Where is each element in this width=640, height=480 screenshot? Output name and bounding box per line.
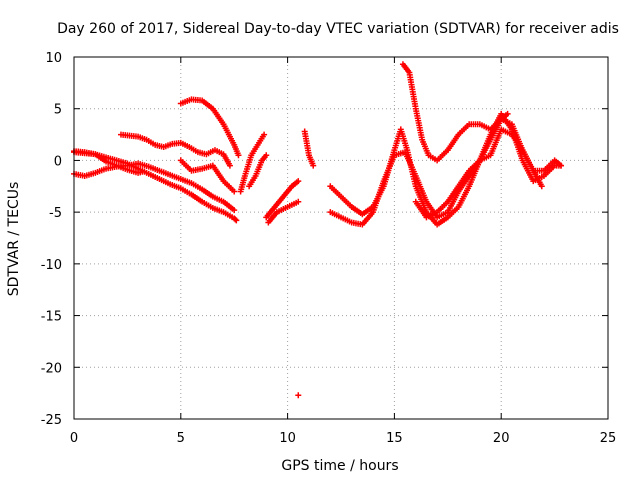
chart-title: Day 260 of 2017, Sidereal Day-to-day VTE… [57,21,619,37]
data-point [235,152,242,159]
plot-frame [73,56,609,420]
data-point [261,131,268,138]
x-tick-label: 15 [386,431,403,446]
data-point [231,188,238,195]
data-points [71,61,565,399]
x-tick-label: 5 [177,431,185,446]
x-tick-label: 10 [279,431,296,446]
data-point [295,198,302,205]
y-axis-label: SDTVAR / TECUs [6,182,22,297]
x-axis-label: GPS time / hours [281,458,398,474]
data-point [232,216,239,223]
data-point [538,183,545,190]
y-tick-label: 5 [54,103,62,118]
y-tick-label: -20 [41,361,62,376]
data-point [295,178,302,185]
data-point [310,162,317,169]
x-tick-label: 25 [600,431,617,446]
y-tick-label: -5 [49,206,62,221]
data-point [226,162,233,169]
y-tick-label: -25 [41,413,62,428]
x-tick-label: 20 [493,431,510,446]
data-point [295,392,302,399]
axis-ticks: 0 5 10 15 20 25 -25 -20 -15 -10 -5 0 5 10 [41,51,617,446]
y-tick-label: -15 [41,310,62,325]
y-tick-label: 0 [54,154,62,169]
y-tick-label: 10 [45,51,62,66]
y-tick-label: -10 [41,258,62,273]
data-point [139,168,146,175]
data-point [504,110,511,117]
data-point [231,207,238,214]
data-point [558,162,565,169]
x-tick-label: 0 [70,431,78,446]
data-point [233,217,240,224]
data-point [263,152,270,159]
